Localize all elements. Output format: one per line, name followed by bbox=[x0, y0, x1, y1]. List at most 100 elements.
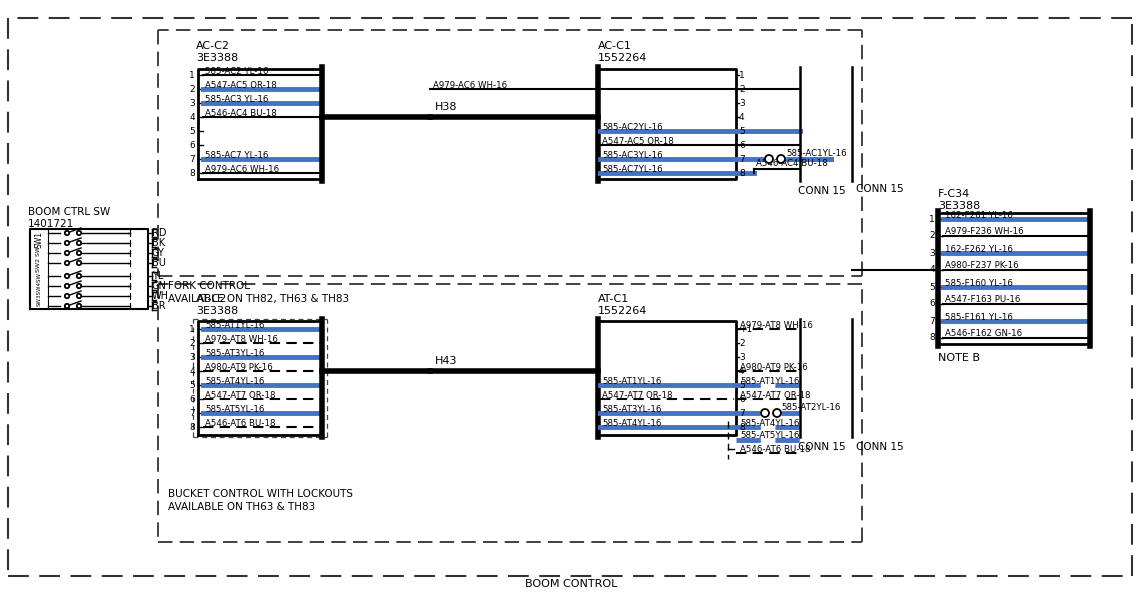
Text: 8: 8 bbox=[739, 422, 745, 431]
Text: 4: 4 bbox=[190, 366, 195, 375]
Text: 5: 5 bbox=[190, 381, 195, 390]
Text: 7: 7 bbox=[930, 317, 935, 326]
Text: 6: 6 bbox=[739, 394, 745, 403]
Circle shape bbox=[77, 231, 81, 235]
Text: WH: WH bbox=[152, 291, 169, 301]
Text: BOOM CTRL SW: BOOM CTRL SW bbox=[29, 207, 111, 217]
Text: 4: 4 bbox=[739, 112, 745, 122]
Text: A979-AC6 WH-16: A979-AC6 WH-16 bbox=[206, 165, 279, 173]
Circle shape bbox=[65, 284, 70, 288]
Text: FORK CONTROL: FORK CONTROL bbox=[168, 281, 250, 291]
Text: BUCKET CONTROL WITH LOCKOUTS: BUCKET CONTROL WITH LOCKOUTS bbox=[168, 489, 353, 499]
Text: 162-F262 YL-16: 162-F262 YL-16 bbox=[944, 245, 1013, 254]
Text: 2: 2 bbox=[739, 84, 745, 93]
Text: 585-F160 YL-16: 585-F160 YL-16 bbox=[944, 279, 1013, 287]
Circle shape bbox=[65, 241, 70, 245]
Text: 3: 3 bbox=[739, 352, 745, 362]
Text: 8: 8 bbox=[739, 169, 745, 178]
Text: 5: 5 bbox=[739, 127, 745, 135]
Text: A980-F237 PK-16: A980-F237 PK-16 bbox=[944, 261, 1019, 270]
Text: BK: BK bbox=[152, 238, 166, 248]
Text: 6: 6 bbox=[190, 141, 195, 150]
Text: 4: 4 bbox=[739, 366, 745, 375]
Text: A546-AT6 BU-18: A546-AT6 BU-18 bbox=[206, 419, 275, 428]
Text: 585-F161 YL-16: 585-F161 YL-16 bbox=[944, 312, 1013, 321]
Text: 6: 6 bbox=[190, 394, 195, 403]
Text: BU: BU bbox=[152, 258, 166, 268]
Text: 8: 8 bbox=[930, 333, 935, 343]
Text: 7: 7 bbox=[739, 154, 745, 163]
Text: F-C34: F-C34 bbox=[938, 189, 971, 199]
Text: 585-AT4YL-16: 585-AT4YL-16 bbox=[740, 419, 799, 428]
Text: 8: 8 bbox=[190, 422, 195, 431]
Text: SW3SW4SW: SW3SW4SW bbox=[37, 272, 41, 306]
Text: 585-AT1YL-16: 585-AT1YL-16 bbox=[740, 377, 799, 386]
Text: 1401721: 1401721 bbox=[29, 219, 74, 229]
Text: 5: 5 bbox=[739, 381, 745, 390]
Text: NOTE B: NOTE B bbox=[938, 353, 980, 363]
Circle shape bbox=[773, 409, 781, 417]
Text: GN: GN bbox=[152, 281, 167, 291]
Circle shape bbox=[65, 251, 70, 255]
Text: A979-F236 WH-16: A979-F236 WH-16 bbox=[944, 228, 1023, 236]
Text: 3: 3 bbox=[930, 248, 935, 258]
Text: BR: BR bbox=[152, 301, 166, 311]
Text: SW2 SW: SW2 SW bbox=[37, 246, 41, 272]
Text: H43: H43 bbox=[435, 356, 458, 366]
Text: A979-AT8 WH-16: A979-AT8 WH-16 bbox=[740, 321, 813, 330]
Text: A546-AC4 BU-18: A546-AC4 BU-18 bbox=[206, 109, 276, 118]
Text: 8: 8 bbox=[190, 169, 195, 178]
Text: 585-AC2 YL-16: 585-AC2 YL-16 bbox=[206, 67, 268, 75]
Text: 162-F261 YL-16: 162-F261 YL-16 bbox=[944, 210, 1013, 220]
Text: A979-AT8 WH-16: A979-AT8 WH-16 bbox=[206, 334, 278, 343]
Text: 7: 7 bbox=[739, 409, 745, 418]
Text: A547-AC5 OR-18: A547-AC5 OR-18 bbox=[206, 81, 276, 90]
Text: 585-AC3 YL-16: 585-AC3 YL-16 bbox=[206, 94, 268, 103]
Text: 6: 6 bbox=[739, 141, 745, 150]
Text: 585-AT5YL-16: 585-AT5YL-16 bbox=[206, 405, 265, 413]
Text: 1552264: 1552264 bbox=[598, 53, 648, 63]
Text: A547-AT7 OR-18: A547-AT7 OR-18 bbox=[602, 390, 673, 400]
Circle shape bbox=[77, 241, 81, 245]
Text: A547-AC5 OR-18: A547-AC5 OR-18 bbox=[602, 137, 674, 146]
Text: AT-C1: AT-C1 bbox=[598, 294, 629, 304]
Circle shape bbox=[65, 231, 70, 235]
Text: 3: 3 bbox=[739, 99, 745, 108]
Text: 1552264: 1552264 bbox=[598, 306, 648, 316]
Text: YL: YL bbox=[152, 271, 163, 281]
Circle shape bbox=[77, 261, 81, 265]
Text: CONN 15: CONN 15 bbox=[798, 186, 845, 196]
Text: 585-AC7YL-16: 585-AC7YL-16 bbox=[602, 165, 662, 173]
Text: RD: RD bbox=[152, 228, 167, 238]
Text: 6: 6 bbox=[930, 299, 935, 308]
Text: CONN 15: CONN 15 bbox=[856, 442, 903, 452]
Text: A547-AT7 OR-18: A547-AT7 OR-18 bbox=[206, 390, 275, 400]
Text: A546-AT6 BU-18: A546-AT6 BU-18 bbox=[740, 444, 811, 453]
Text: 3: 3 bbox=[190, 352, 195, 362]
Text: 585-AT2YL-16: 585-AT2YL-16 bbox=[781, 403, 841, 412]
Text: BOOM CONTROL: BOOM CONTROL bbox=[525, 579, 617, 589]
Circle shape bbox=[77, 284, 81, 288]
Text: AVAILABLE ON TH63 & TH83: AVAILABLE ON TH63 & TH83 bbox=[168, 502, 315, 512]
Circle shape bbox=[77, 304, 81, 308]
Text: GY: GY bbox=[152, 248, 164, 258]
Text: 585-AT4YL-16: 585-AT4YL-16 bbox=[206, 377, 265, 386]
Text: 7: 7 bbox=[190, 154, 195, 163]
Text: A979-AC6 WH-16: A979-AC6 WH-16 bbox=[433, 81, 507, 90]
Circle shape bbox=[77, 294, 81, 298]
Circle shape bbox=[65, 261, 70, 265]
Text: 585-AT5YL-16: 585-AT5YL-16 bbox=[740, 431, 799, 441]
Text: 1: 1 bbox=[739, 71, 745, 80]
Text: 4: 4 bbox=[190, 112, 195, 122]
Circle shape bbox=[765, 155, 773, 163]
Text: 2: 2 bbox=[190, 84, 195, 93]
Text: CONN 15: CONN 15 bbox=[798, 442, 845, 452]
Circle shape bbox=[65, 294, 70, 298]
Circle shape bbox=[65, 274, 70, 278]
Text: A980-AT9 PK-16: A980-AT9 PK-16 bbox=[206, 362, 273, 371]
Text: A547-AT7 OR-18: A547-AT7 OR-18 bbox=[740, 390, 811, 400]
Text: 1: 1 bbox=[190, 324, 195, 333]
Text: 2: 2 bbox=[930, 232, 935, 241]
Text: 585-AC3YL-16: 585-AC3YL-16 bbox=[602, 150, 662, 160]
Text: 585-AT3YL-16: 585-AT3YL-16 bbox=[602, 405, 661, 413]
